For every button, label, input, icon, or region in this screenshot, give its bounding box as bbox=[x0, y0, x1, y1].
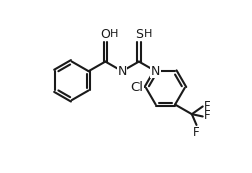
Text: F: F bbox=[203, 109, 210, 122]
Text: H: H bbox=[144, 29, 152, 39]
Text: S: S bbox=[135, 28, 143, 41]
Text: N: N bbox=[117, 65, 127, 78]
Text: F: F bbox=[203, 100, 210, 113]
Text: O: O bbox=[100, 28, 110, 41]
Text: N: N bbox=[151, 65, 160, 78]
Text: H: H bbox=[110, 29, 118, 39]
Text: Cl: Cl bbox=[131, 81, 144, 94]
Text: F: F bbox=[193, 126, 199, 139]
